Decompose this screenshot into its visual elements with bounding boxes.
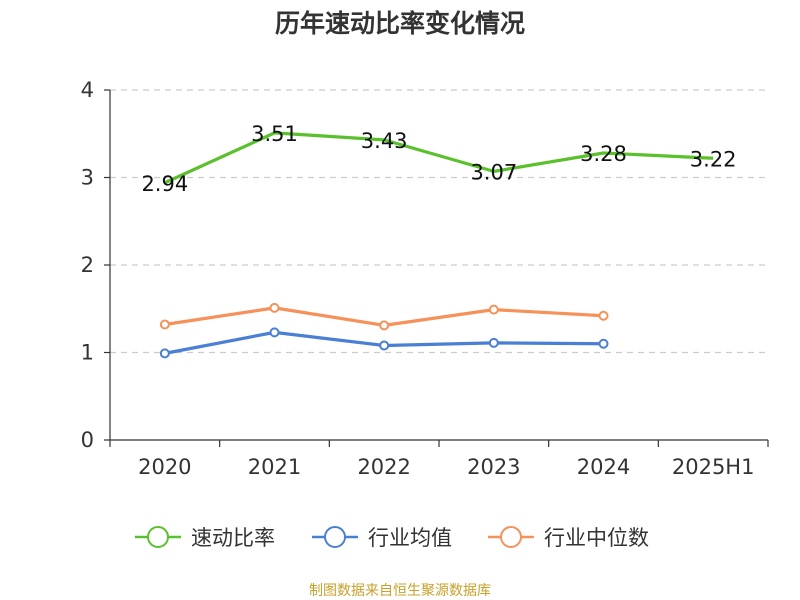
data-point [159,348,170,359]
legend-item-0[interactable]: 速动比率 [135,526,275,550]
data-point [269,302,280,313]
series-0: 2.94 3.51 3.43 3.07 3.28 3.22 [141,122,736,196]
data-label: 2.94 [141,172,188,196]
y-tick-label: 4 [81,78,94,102]
data-label: 3.51 [251,122,298,146]
data-point [159,319,170,330]
x-tick-label: 2025H1 [672,455,755,479]
source-note: 制图数据来自恒生聚源数据库 [309,583,491,599]
legend-label: 速动比率 [191,526,275,550]
x-tick-label: 2022 [357,455,410,479]
x-tick-label: 2021 [248,455,301,479]
legend-marker-icon [147,526,169,548]
grid [110,89,768,354]
y-tick-label: 2 [81,253,94,277]
data-label: 3.07 [470,160,517,184]
chart-title: 历年速动比率变化情况 [275,9,525,38]
legend-item-2[interactable]: 行业中位数 [488,526,649,550]
data-point [598,310,609,321]
legend-marker-icon [500,526,522,548]
data-label: 3.43 [361,129,408,153]
y-tick-label: 1 [81,341,94,365]
series-line [164,131,714,185]
series-1 [159,327,609,359]
x-tick-label: 2024 [577,455,630,479]
series-layer: 2.94 3.51 3.43 3.07 3.28 3.22 [141,122,737,359]
legend[interactable]: 速动比率 行业均值 行业中位数 [135,526,649,550]
data-point [598,338,609,349]
data-point [488,304,499,315]
data-label: 3.28 [580,142,627,166]
x-tick-label: 2023 [467,455,520,479]
x-tick-label: 2020 [138,455,191,479]
data-point [269,327,280,338]
data-point [379,320,390,331]
y-tick-label: 3 [81,166,94,190]
data-point [379,340,390,351]
y-tick-label: 0 [81,428,94,452]
legend-item-1[interactable]: 行业均值 [312,526,452,550]
legend-marker-icon [324,526,346,548]
axes: 0 1 2 3 4 2020 2021 2022 2023 2024 2025H1 [81,78,769,479]
legend-label: 行业均值 [368,526,452,550]
legend-label: 行业中位数 [544,526,649,550]
series-2 [159,302,609,331]
data-point [488,337,499,348]
data-label: 3.22 [690,147,737,171]
